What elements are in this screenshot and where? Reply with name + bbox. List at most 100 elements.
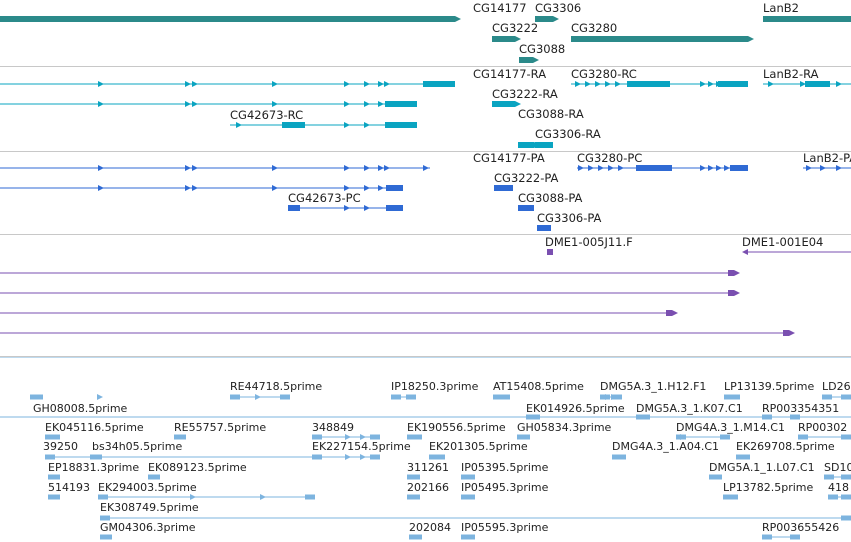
protein-feature[interactable]	[0, 185, 403, 191]
est-feature[interactable]: LP13782.5prime	[723, 481, 814, 500]
est-feature[interactable]: SD10	[824, 461, 851, 480]
est-feature[interactable]: 418	[828, 481, 851, 500]
transcript-feature[interactable]: CG3280-RC	[571, 67, 748, 87]
est-feature[interactable]: RP00302	[798, 421, 851, 440]
strand-arrow-icon	[185, 81, 191, 87]
est-feature[interactable]: 202084	[409, 521, 451, 540]
strand-arrow-icon	[578, 165, 584, 171]
est-feature[interactable]: EK190556.5prime	[407, 421, 506, 440]
est-feature[interactable]: 514193	[48, 481, 90, 500]
feature-label: 348849	[312, 421, 354, 434]
feature-label: CG3222	[492, 21, 538, 35]
clone-end	[783, 330, 789, 336]
est-feature[interactable]: EK308749.5prime	[100, 501, 851, 521]
est-feature[interactable]: EK269708.5prime	[736, 440, 835, 460]
gene-feature[interactable]: CG3088	[519, 42, 565, 63]
transcript-feature[interactable]: CG14177-RA	[0, 67, 546, 87]
clone-feature[interactable]	[0, 330, 795, 336]
protein-feature[interactable]: CG3306-PA	[537, 211, 602, 231]
est-feature[interactable]: IP05395.5prime	[461, 461, 549, 480]
est-track-canvas: RE44718.5prime IP18250.3prime AT15408.5pri…	[0, 357, 851, 540]
exon-block	[492, 36, 515, 42]
strand-arrow-icon	[272, 165, 278, 171]
feature-label: 311261	[407, 461, 449, 474]
transcript-track[interactable]: CG14177-RA CG3280-RC LanB2-RA CG3222-RA CG42…	[0, 67, 851, 151]
gene-feature[interactable]: CG3222	[492, 21, 538, 42]
transcript-feature[interactable]: CG3306-RA	[535, 127, 601, 148]
est-feature[interactable]: AT15408.5prime	[493, 380, 584, 400]
gene-track[interactable]: CG14177 CG3306 CG3222 CG3280 CG3088 LanB2	[0, 0, 851, 66]
exon-block	[410, 474, 420, 480]
strand-arrow-icon	[768, 81, 774, 87]
exon-block	[841, 494, 851, 500]
strand-arrow-icon	[364, 81, 370, 87]
exon-block	[762, 534, 772, 540]
est-feature[interactable]: DMG5A.3_1.H12.F1	[600, 380, 706, 400]
exon-block	[500, 394, 510, 400]
transcript-feature[interactable]: CG3222-RA	[492, 87, 558, 107]
feature-label: GH08008.5prime	[33, 402, 128, 415]
exon-block	[798, 434, 808, 440]
est-feature[interactable]: 202166	[407, 481, 449, 500]
gene-feature[interactable]: CG14177	[0, 1, 527, 22]
clone-feature[interactable]	[0, 270, 740, 276]
transcript-feature[interactable]: CG42673-RC	[230, 108, 417, 128]
clone-track[interactable]: DME1-005J11.F DME1-001E04	[0, 235, 851, 356]
est-feature[interactable]: GH08008.5prime	[30, 394, 128, 416]
gene-feature[interactable]: LanB2	[763, 1, 851, 22]
exon-block	[385, 101, 417, 107]
est-feature[interactable]: IP18250.3prime	[391, 380, 479, 400]
est-track[interactable]: RE44718.5prime IP18250.3prime AT15408.5pri…	[0, 357, 851, 542]
exon-block	[282, 122, 305, 128]
feature-label: EK308749.5prime	[100, 501, 199, 514]
exon-block	[150, 474, 160, 480]
strand-arrow-icon	[515, 36, 521, 42]
est-feature[interactable]: EK089123.5prime	[148, 461, 247, 480]
clone-feature[interactable]: DME1-001E04	[742, 235, 851, 255]
exon-block	[0, 16, 455, 22]
est-feature[interactable]: DMG4A.3_1.A04.C1	[612, 440, 719, 460]
protein-feature[interactable]: CG3222-PA	[494, 171, 559, 191]
clone-end	[728, 290, 734, 296]
est-feature[interactable]: RP003655426	[762, 521, 839, 540]
est-feature[interactable]: DMG5A.1_1.L07.C1	[709, 461, 815, 480]
protein-track[interactable]: CG14177-PA CG3280-PC LanB2-PA CG3222-PA CG42…	[0, 152, 851, 234]
track-separator	[0, 66, 851, 67]
est-feature[interactable]: LD26	[822, 380, 851, 400]
strand-arrow-icon	[98, 165, 104, 171]
protein-feature[interactable]: CG42673-PC	[288, 191, 403, 211]
protein-feature[interactable]: LanB2-PA	[803, 152, 851, 171]
gene-feature[interactable]: CG3306	[535, 1, 581, 22]
protein-feature[interactable]: CG14177-PA	[0, 152, 545, 171]
est-feature[interactable]: GM04306.3prime	[100, 521, 196, 540]
feature-label: 514193	[48, 481, 90, 494]
protein-feature[interactable]: CG3280-PC	[577, 152, 748, 171]
est-feature[interactable]: EK294003.5prime	[98, 481, 315, 500]
exon-block	[535, 16, 553, 22]
est-feature[interactable]: DMG4A.3_1.M14.C1	[676, 421, 785, 440]
est-feature[interactable]: GH05834.3prime	[517, 421, 612, 440]
exon-block	[627, 81, 670, 87]
strand-arrow-icon	[364, 165, 370, 171]
transcript-feature[interactable]	[0, 101, 417, 107]
est-feature[interactable]: 348849	[312, 421, 380, 440]
gene-feature[interactable]: CG3280	[571, 21, 754, 42]
est-feature[interactable]: IP05495.3prime	[461, 481, 549, 500]
exon-block	[435, 454, 445, 460]
est-feature[interactable]: IP05595.3prime	[461, 521, 549, 540]
transcript-feature[interactable]: LanB2-RA	[763, 67, 851, 87]
exon-block	[98, 494, 108, 500]
clone-end	[666, 310, 672, 316]
protein-feature[interactable]: CG3088-PA	[518, 191, 583, 211]
est-feature[interactable]: EK201305.5prime	[429, 440, 528, 460]
est-feature[interactable]: RE44718.5prime	[230, 380, 322, 400]
est-feature[interactable]: 311261	[407, 461, 449, 480]
clone-feature[interactable]	[0, 310, 678, 316]
exon-block	[386, 185, 403, 191]
est-feature[interactable]: RE55757.5prime	[174, 421, 266, 440]
est-feature[interactable]: LP13139.5prime	[724, 380, 815, 400]
clone-feature[interactable]: DME1-005J11.F	[545, 235, 633, 255]
est-feature[interactable]: EK045116.5prime	[45, 421, 144, 440]
est-feature[interactable]: EP18831.3prime	[48, 461, 139, 480]
clone-feature[interactable]	[0, 290, 740, 296]
